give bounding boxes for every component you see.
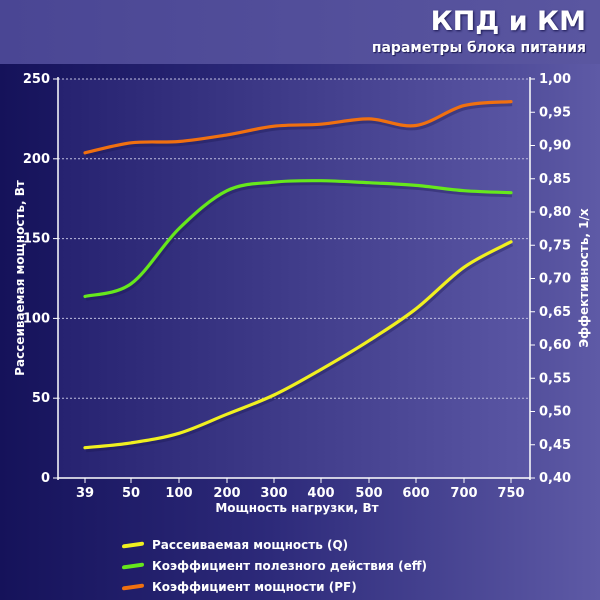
y-left-axis-label: Рассеиваемая мощность, Вт: [13, 180, 27, 376]
x-tick-label: 600: [402, 486, 429, 501]
y-right-tick-label: 0,85: [539, 172, 571, 187]
series-line-q: [83, 240, 513, 450]
y-left-tick-label: 250: [23, 72, 50, 87]
y-left-tick-label: 100: [23, 311, 50, 326]
legend: Рассеиваемая мощность (Q) Коэффициент по…: [122, 534, 427, 597]
x-tick-label: 50: [122, 486, 140, 501]
x-tick-label: 700: [450, 486, 477, 501]
x-axis-label: Мощность нагрузки, Вт: [215, 501, 378, 515]
x-tick-label: 200: [213, 486, 240, 501]
y-right-tick-label: 0,55: [539, 371, 571, 386]
legend-swatch-q: [122, 540, 144, 549]
left-axis-ticks: 0 50 100 150 200 250: [23, 72, 58, 486]
x-tick-label: 300: [260, 486, 287, 501]
legend-item-pf: Коэффициент мощности (PF): [122, 576, 427, 597]
header-band: КПД и КМ параметры блока питания: [0, 0, 600, 64]
x-tick-label: 39: [76, 486, 94, 501]
y-right-tick-label: 0,65: [539, 305, 571, 320]
y-right-tick-label: 0,60: [539, 338, 571, 353]
y-right-tick-label: 0,40: [539, 471, 571, 486]
legend-item-q: Рассеиваемая мощность (Q): [122, 534, 427, 555]
y-right-tick-label: 0,50: [539, 405, 571, 420]
series-line-pf-shadow: [85, 101, 513, 158]
legend-label-eff: Коэффициент полезного действия (eff): [152, 558, 427, 573]
y-left-tick-label: 150: [23, 232, 50, 247]
plot-area: [58, 79, 530, 478]
legend-swatch-pf: [122, 582, 144, 591]
gridlines: [58, 78, 530, 399]
chart-title: КПД и КМ: [430, 6, 586, 37]
y-left-tick-label: 200: [23, 152, 50, 167]
y-right-tick-label: 0,80: [539, 205, 571, 220]
legend-swatch-eff: [122, 561, 144, 570]
series-lines: [83, 100, 514, 453]
series-line-eff-shadow: [85, 180, 513, 301]
legend-item-eff: Коэффициент полезного действия (eff): [122, 555, 427, 576]
y-right-tick-label: 0,70: [539, 272, 571, 287]
x-tick-label: 400: [307, 486, 334, 501]
y-left-tick-label: 0: [41, 471, 50, 486]
legend-label-pf: Коэффициент мощности (PF): [152, 579, 357, 594]
x-tick-label: 750: [497, 486, 524, 501]
y-right-tick-label: 0,75: [539, 238, 571, 253]
series-line-pf: [83, 100, 513, 155]
x-tick-label: 100: [165, 486, 192, 501]
y-right-axis-label: Эффективность, 1/х: [577, 208, 591, 348]
series-line-eff: [83, 179, 513, 299]
y-right-tick-label: 1,00: [539, 72, 571, 87]
legend-label-q: Рассеиваемая мощность (Q): [152, 537, 349, 552]
chart-subtitle: параметры блока питания: [371, 40, 586, 56]
y-right-tick-label: 0,95: [539, 105, 571, 120]
x-tick-label: 500: [355, 486, 382, 501]
right-axis-ticks: 0,40 0,45 0,50 0,55 0,60 0,65 0,70 0,75 0,80 0,85…: [530, 72, 571, 486]
x-axis-ticks: 39 50 100 200 300 400 500 600 700 750: [76, 478, 525, 501]
series-line-q-shadow: [85, 241, 514, 453]
y-left-tick-label: 50: [32, 391, 50, 406]
y-right-tick-label: 0,90: [539, 139, 571, 154]
y-right-tick-label: 0,45: [539, 438, 571, 453]
